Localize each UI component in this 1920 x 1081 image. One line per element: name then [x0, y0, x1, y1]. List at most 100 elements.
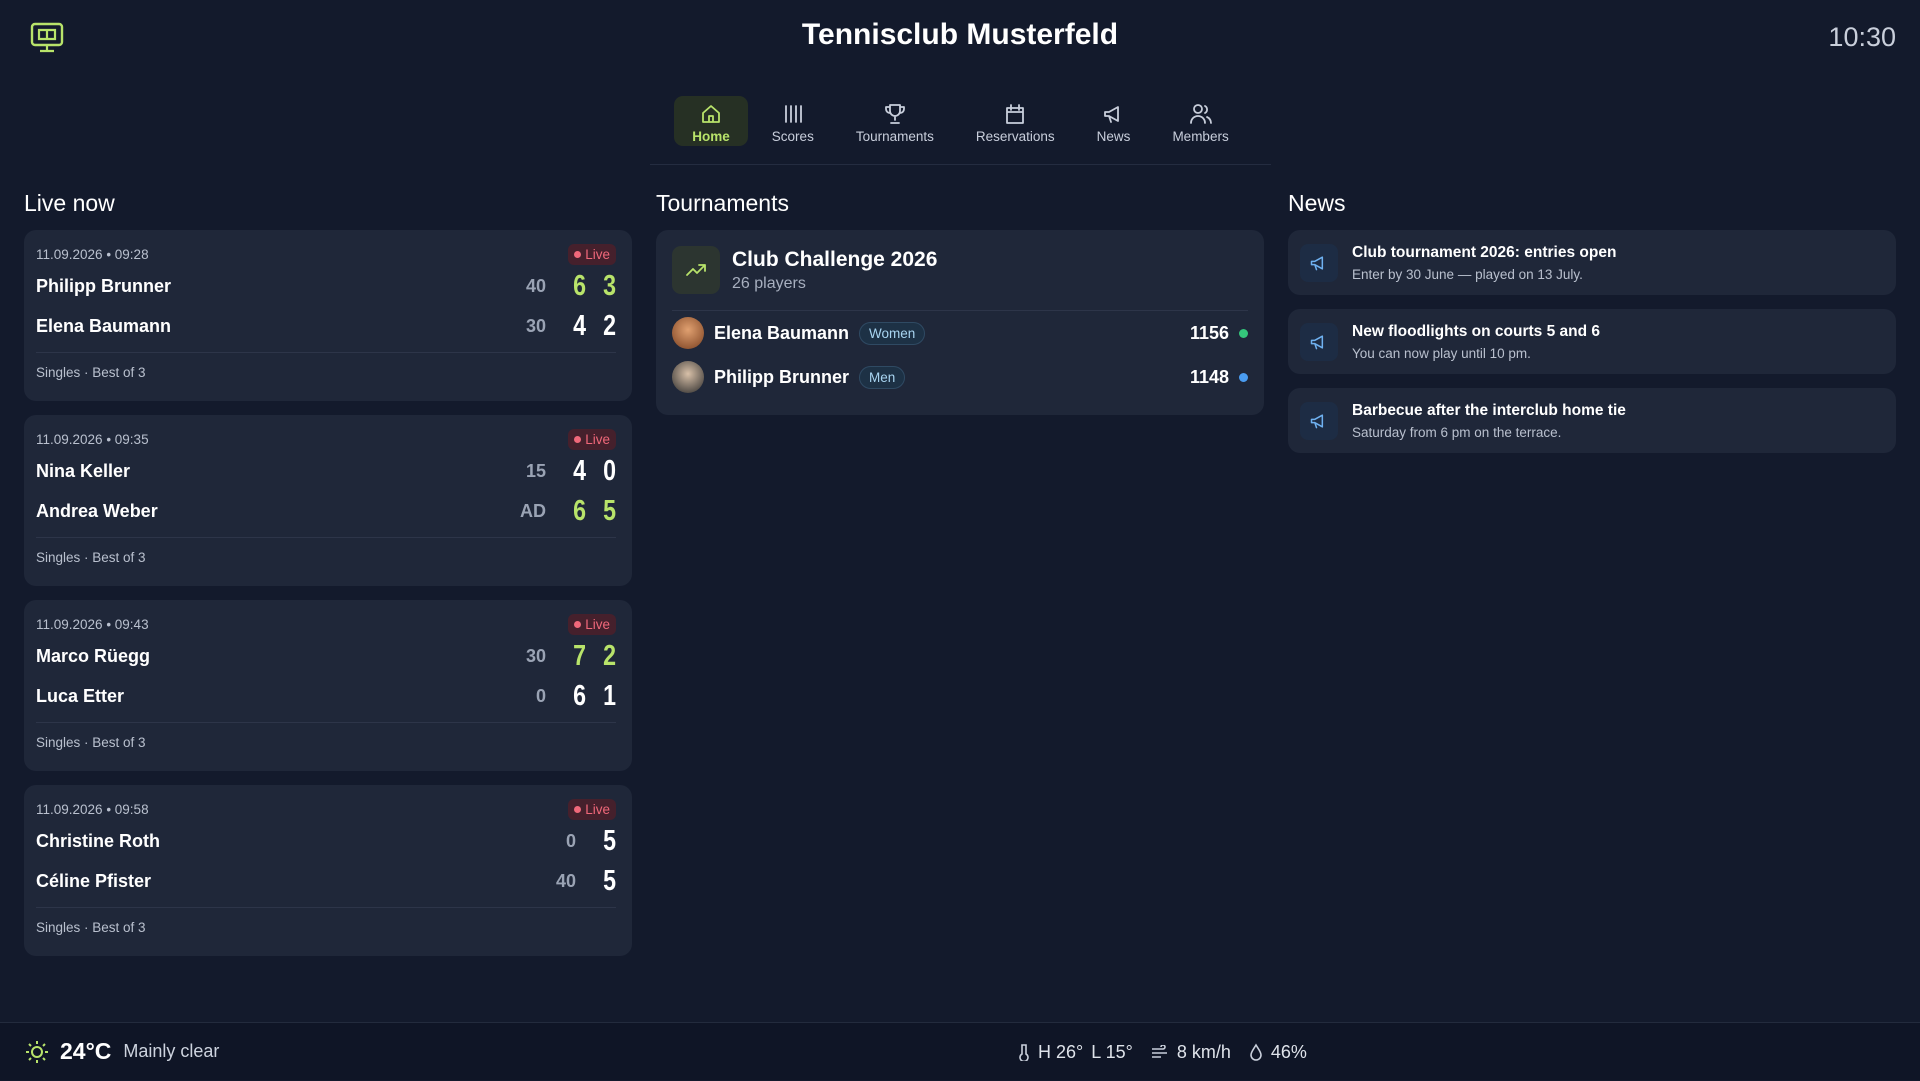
live-dot: [574, 250, 582, 258]
news-text: Barbecue after the interclub home tie Sat…: [1352, 402, 1626, 440]
temperature: 24°C: [60, 1038, 112, 1064]
weather-details: H 26° L 15° 8 km/h 46%: [1018, 1023, 1307, 1081]
match-format: Singles · Best of 3: [36, 365, 146, 380]
player-name: Nina Keller: [36, 460, 131, 481]
live-badge: Live: [568, 798, 616, 820]
tournament-card[interactable]: Club Challenge 2026 26 players Elena Bauma…: [656, 230, 1264, 415]
section-title: News: [1288, 190, 1346, 216]
condition: Mainly clear: [123, 1041, 220, 1061]
player-name: Luca Etter: [36, 685, 125, 706]
status-dot: [1239, 372, 1248, 382]
news-card[interactable]: New floodlights on courts 5 and 6 You can…: [1288, 309, 1896, 374]
set-score: 0: [603, 454, 616, 487]
leader-row: Philipp Brunner Men 1148: [672, 355, 1248, 399]
megaphone-icon: [1310, 255, 1324, 270]
wind-icon: [1151, 1045, 1167, 1058]
game-points: 30: [525, 645, 546, 666]
match-card[interactable]: 11.09.2026 • 09:58 Live Christine Roth 0 5 Cé…: [24, 785, 632, 956]
nav-label: Scores: [771, 129, 814, 144]
divider: [36, 352, 616, 353]
match-card[interactable]: 11.09.2026 • 09:35 Live Nina Keller 15 4 0 And…: [24, 415, 632, 586]
nav-label: Tournaments: [855, 129, 934, 144]
humidity: 46%: [1270, 1041, 1307, 1062]
match-card[interactable]: 11.09.2026 • 09:43 Live Marco Rüegg 30 7 2 Luc…: [24, 600, 632, 771]
megaphone-icon: [1310, 334, 1324, 349]
set-score: 2: [603, 309, 616, 342]
game-points: 30: [525, 315, 546, 336]
match-time: 11.09.2026 • 09:28: [36, 246, 149, 262]
nav-icon: [1189, 104, 1212, 124]
thermo-icon: [1019, 1044, 1029, 1061]
nav-item[interactable]: Scores: [754, 96, 832, 146]
game-points: 0: [565, 830, 576, 851]
news-text: Club tournament 2026: entries open Enter …: [1352, 244, 1616, 282]
set-score: 4: [573, 309, 586, 342]
live-dot: [574, 805, 582, 813]
news-title: New floodlights on courts 5 and 6: [1352, 322, 1601, 340]
trend-icon: [686, 264, 706, 276]
category-chip: Women: [859, 321, 926, 345]
set-score: 5: [603, 824, 616, 857]
leader-row: Elena Baumann Women 1156: [672, 311, 1248, 355]
player-name: Elena Baumann: [36, 315, 172, 336]
live-badge: Live: [568, 428, 616, 450]
nav-label: News: [1096, 129, 1131, 144]
match-card[interactable]: 11.09.2026 • 09:28 Live Philipp Brunner 40 6…: [24, 230, 632, 401]
player-row: Marco Rüegg 30 7 2: [36, 636, 616, 676]
live-dot: [574, 435, 582, 443]
live-badge: Live: [568, 243, 616, 265]
news-column: Club tournament 2026: entries open Enter …: [1288, 230, 1896, 467]
news-icon: [1300, 401, 1338, 440]
tournament-players: 26 players: [732, 274, 806, 292]
nav-item[interactable]: Tournaments: [838, 96, 952, 146]
nav-item[interactable]: Reservations: [958, 96, 1073, 146]
category-chip: Men: [859, 365, 906, 389]
humidity-icon: [1250, 1043, 1262, 1061]
player-row: Elena Baumann 30 4 2: [36, 306, 616, 346]
logo[interactable]: [30, 22, 64, 54]
news-card[interactable]: Barbecue after the interclub home tie Sat…: [1288, 388, 1896, 453]
nav-item[interactable]: News: [1079, 96, 1149, 146]
player-name: Philipp Brunner: [714, 366, 849, 387]
megaphone-icon: [1310, 413, 1324, 428]
game-points: 15: [525, 460, 546, 481]
news-body: Saturday from 6 pm on the terrace.: [1352, 424, 1562, 440]
news-icon: [1300, 322, 1338, 361]
app-title: Tennisclub Musterfeld: [801, 18, 1119, 51]
avatar: [672, 361, 704, 393]
nav-icon: [884, 104, 905, 124]
news-body: You can now play until 10 pm.: [1352, 345, 1531, 361]
news-title: Barbecue after the interclub home tie: [1352, 401, 1626, 419]
nav-label: Home: [692, 129, 730, 144]
wind: 8 km/h: [1176, 1041, 1231, 1062]
set-score: 6: [573, 679, 586, 712]
live-label: Live: [585, 246, 610, 262]
news-card[interactable]: Club tournament 2026: entries open Enter …: [1288, 230, 1896, 295]
tournament-info: Club Challenge 2026 26 players: [732, 248, 937, 293]
player-row: Luca Etter 0 6 1: [36, 676, 616, 716]
tournament-header: Club Challenge 2026 26 players: [672, 246, 1248, 311]
high: H 26°: [1038, 1041, 1084, 1062]
match-header: 11.09.2026 • 09:28 Live: [36, 242, 616, 266]
low: L 15°: [1091, 1041, 1133, 1062]
nav-label: Members: [1172, 129, 1229, 144]
player-name: Andrea Weber: [36, 500, 158, 521]
set-score: 3: [603, 269, 616, 302]
game-points: 0: [535, 685, 546, 706]
news-title: Club tournament 2026: entries open: [1352, 243, 1617, 261]
match-header: 11.09.2026 • 09:43 Live: [36, 612, 616, 636]
set-score: 6: [573, 269, 586, 302]
player-row: Philipp Brunner 40 6 3: [36, 266, 616, 306]
nav-item[interactable]: Home: [674, 96, 748, 146]
nav-icon: [1103, 106, 1119, 123]
status-dot: [1239, 328, 1248, 338]
match-header: 11.09.2026 • 09:58 Live: [36, 797, 616, 821]
avatar: [672, 317, 704, 349]
news-text: New floodlights on courts 5 and 6 You can…: [1352, 323, 1600, 361]
tournament-column: Club Challenge 2026 26 players Elena Bauma…: [656, 230, 1264, 415]
nav-icon: [1006, 104, 1025, 124]
live-column: 11.09.2026 • 09:28 Live Philipp Brunner 40 6…: [24, 230, 632, 970]
nav-icon: [702, 105, 720, 123]
nav-item[interactable]: Members: [1154, 96, 1246, 146]
